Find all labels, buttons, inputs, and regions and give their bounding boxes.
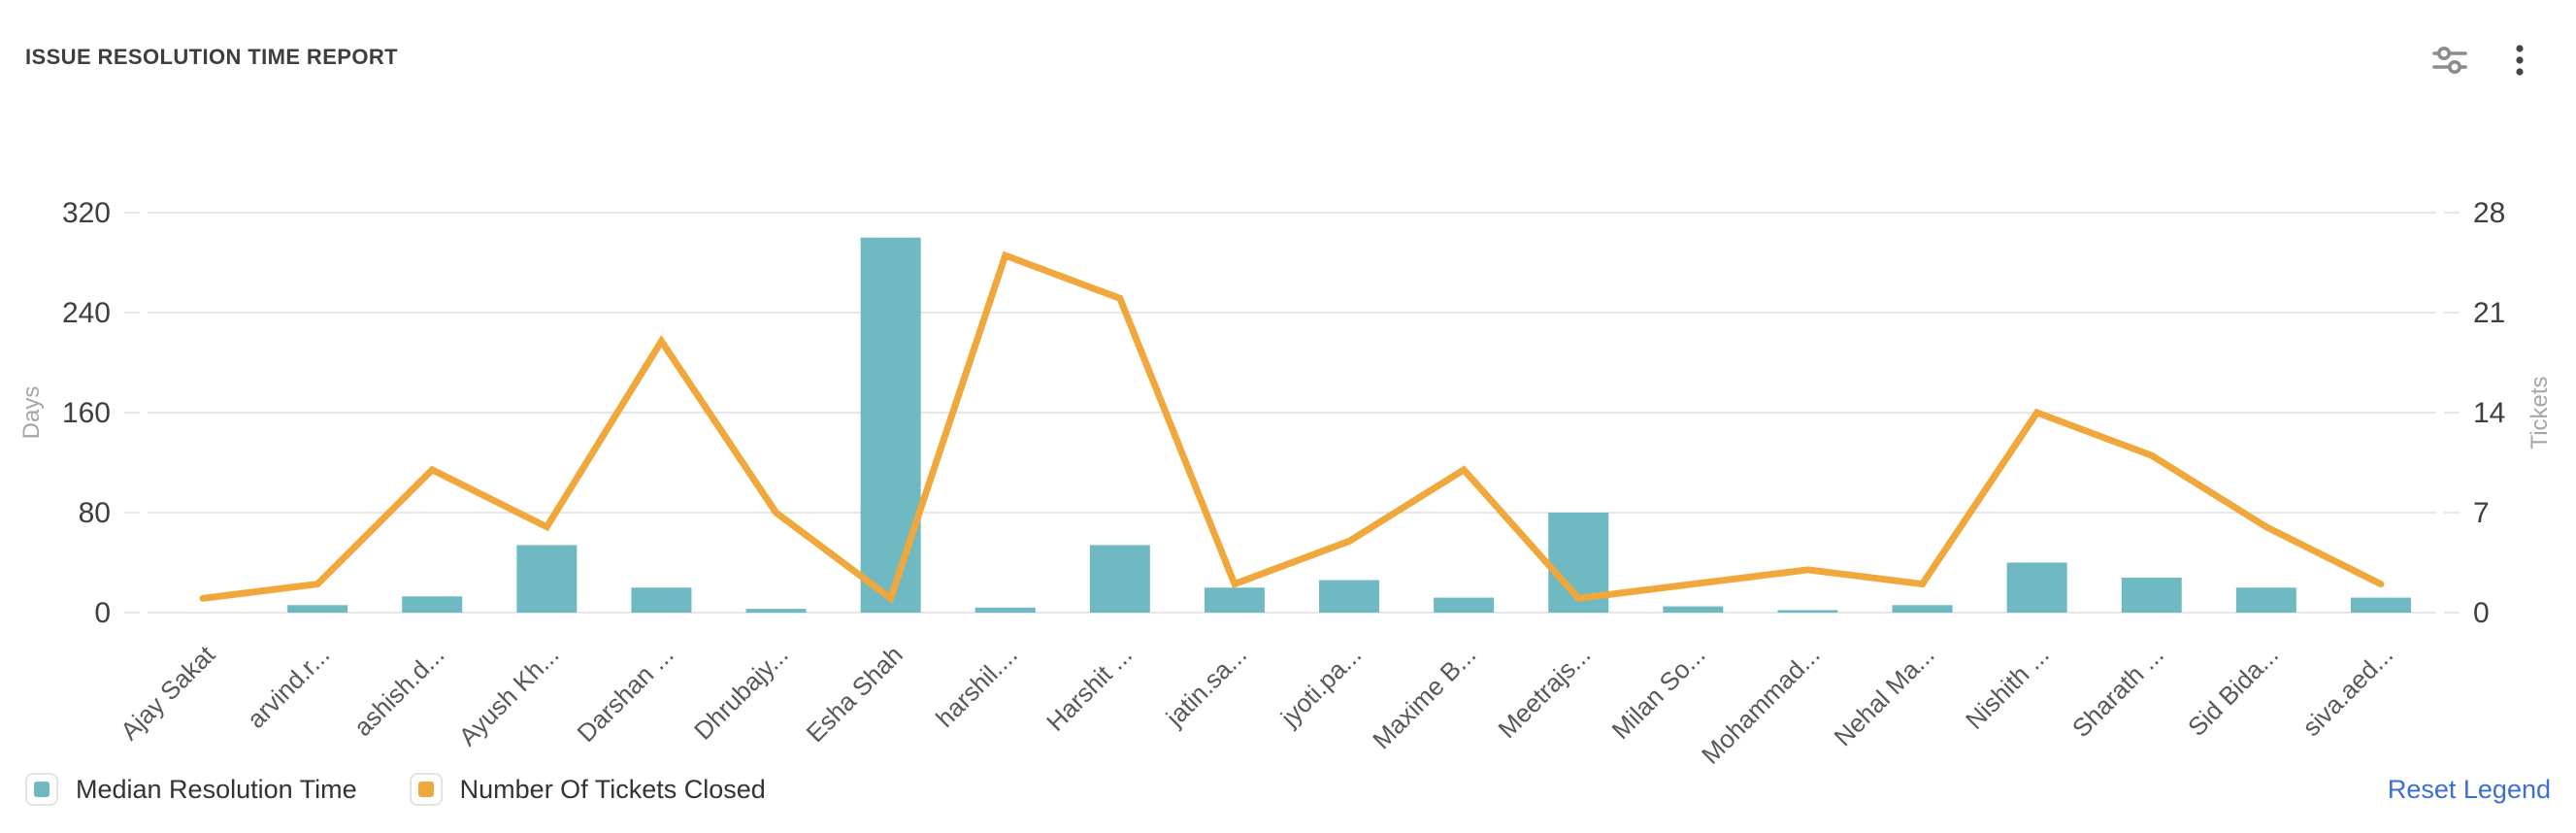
x-axis-label: Ayush Kh...	[453, 640, 565, 751]
bar-median-resolution-time[interactable]	[287, 605, 348, 613]
chart-legend: Median Resolution Time Number Of Tickets…	[25, 773, 766, 806]
left-axis-tick-label: 0	[94, 597, 111, 629]
legend-chip-line-series	[409, 773, 443, 806]
legend-label: Median Resolution Time	[76, 774, 357, 804]
legend-item-number-of-tickets-closed[interactable]: Number Of Tickets Closed	[409, 773, 766, 806]
left-axis-title: Days	[18, 386, 45, 440]
legend-chip-bar-series	[25, 773, 58, 806]
page-title: ISSUE RESOLUTION TIME REPORT	[25, 45, 399, 69]
x-axis-label: Sid Bida...	[2182, 640, 2284, 742]
right-axis-tick-label: 28	[2473, 197, 2505, 229]
x-axis-label: Milan So...	[1606, 640, 1711, 745]
x-axis-label: Dhrubajy...	[688, 640, 794, 746]
x-axis-label: Sharath ...	[2066, 640, 2169, 743]
bar-median-resolution-time[interactable]	[2006, 562, 2067, 614]
bar-median-resolution-time[interactable]	[2121, 577, 2182, 613]
x-axis-label: harshil....	[930, 640, 1023, 733]
bar-median-resolution-time[interactable]	[2235, 587, 2296, 613]
right-axis-title: Tickets	[2526, 376, 2553, 449]
line-number-of-tickets-closed	[199, 250, 2385, 604]
bar-median-resolution-time[interactable]	[745, 609, 807, 613]
bar-median-resolution-time[interactable]	[1089, 545, 1150, 613]
x-axis-label: Esha Shah	[801, 640, 908, 748]
left-axis-tick-label: 80	[79, 497, 111, 529]
filter-settings-icon[interactable]	[2428, 39, 2471, 82]
x-axis-label: jyoti.pa...	[1274, 640, 1368, 733]
bar-median-resolution-time[interactable]	[2350, 597, 2411, 613]
x-axis-label: Mohammad...	[1696, 640, 1826, 770]
header-actions	[2428, 39, 2541, 82]
reset-legend-link[interactable]: Reset Legend	[2387, 774, 2551, 804]
bar-median-resolution-time[interactable]	[631, 587, 692, 613]
report-header: ISSUE RESOLUTION TIME REPORT	[0, 0, 2576, 107]
x-axis-label: arvind.r...	[242, 640, 336, 734]
x-axis-label: siva.aed...	[2296, 640, 2398, 742]
right-axis-tick-label: 0	[2473, 597, 2490, 629]
bar-median-resolution-time[interactable]	[1663, 606, 1724, 613]
x-axis-label: Ajay Sakat	[115, 639, 221, 746]
right-axis-tick-label: 21	[2473, 297, 2505, 329]
bar-median-resolution-time[interactable]	[1777, 610, 1838, 613]
x-axis-label: jatin.sa...	[1160, 640, 1253, 733]
more-options-icon[interactable]	[2498, 39, 2541, 82]
legend-label: Number Of Tickets Closed	[459, 774, 766, 804]
x-axis-label: Darshan ...	[572, 640, 679, 748]
legend-item-median-resolution-time[interactable]: Median Resolution Time	[25, 773, 357, 806]
x-axis-label: ashish.d...	[347, 640, 449, 742]
bar-median-resolution-time[interactable]	[1204, 587, 1265, 613]
bar-median-resolution-time[interactable]	[1892, 605, 1953, 613]
x-axis-label: Meetrajs...	[1492, 640, 1596, 744]
x-axis-label: Nehal Ma...	[1829, 640, 1940, 751]
chart-footer: Median Resolution Time Number Of Tickets…	[0, 765, 2576, 814]
bar-median-resolution-time[interactable]	[402, 596, 463, 613]
left-axis-tick-label: 320	[62, 197, 111, 229]
right-axis-tick-label: 14	[2473, 397, 2505, 429]
bar-median-resolution-time[interactable]	[1319, 580, 1380, 613]
bar-median-resolution-time[interactable]	[516, 545, 578, 613]
right-axis-tick-label: 7	[2473, 497, 2490, 529]
left-axis-tick-label: 160	[62, 397, 111, 429]
x-axis-label: Nishith ...	[1960, 640, 2055, 735]
bar-median-resolution-time[interactable]	[860, 237, 921, 613]
left-axis-tick-label: 240	[62, 297, 111, 329]
bar-median-resolution-time[interactable]	[974, 607, 1036, 613]
x-axis-label: Harshit ...	[1040, 640, 1138, 737]
x-axis-label: Maxime B...	[1367, 640, 1481, 754]
bar-median-resolution-time[interactable]	[1434, 597, 1495, 613]
